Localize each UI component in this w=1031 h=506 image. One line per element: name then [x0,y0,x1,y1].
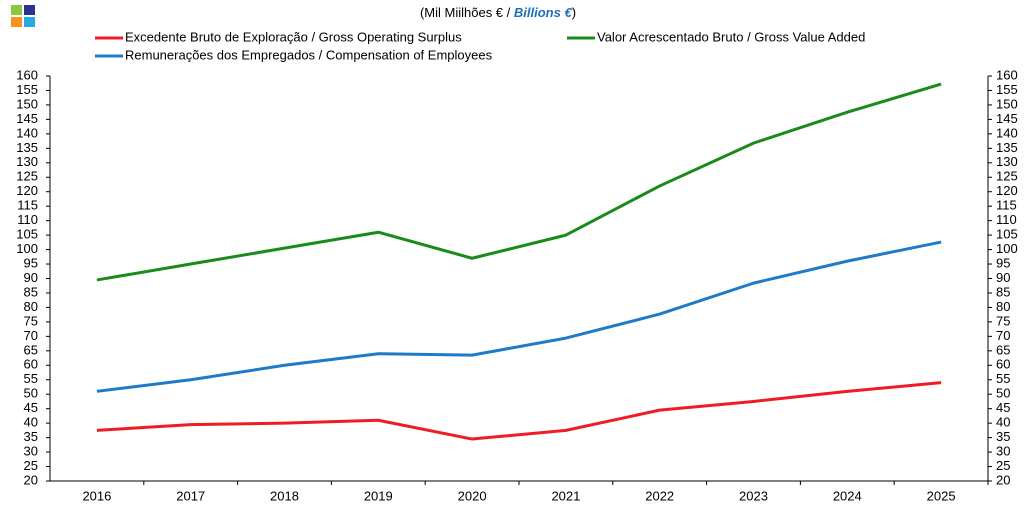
y2-tick-label: 75 [996,313,1010,328]
legend-label: Valor Acrescentado Bruto / Gross Value A… [597,29,865,44]
y2-tick-label: 40 [996,415,1010,430]
x-tick-label: 2019 [364,488,393,503]
y-tick-label: 160 [16,67,38,82]
title-end: ) [572,5,576,20]
y2-tick-label: 30 [996,444,1010,459]
y2-tick-label: 160 [996,67,1018,82]
y-tick-label: 125 [16,169,38,184]
y-tick-label: 50 [24,386,38,401]
y2-tick-label: 85 [996,284,1010,299]
y-tick-label: 90 [24,270,38,285]
y-tick-label: 85 [24,284,38,299]
chart-title: (Mil Miilhões € / Billions €) [420,5,576,20]
x-tick-label: 2024 [833,488,862,503]
y2-tick-label: 125 [996,169,1018,184]
y2-tick-label: 130 [996,154,1018,169]
y2-tick-label: 50 [996,386,1010,401]
y2-tick-label: 120 [996,183,1018,198]
y2-tick-label: 145 [996,111,1018,126]
y-tick-label: 105 [16,227,38,242]
y2-tick-label: 100 [996,241,1018,256]
y-tick-label: 155 [16,82,38,97]
series-line [96,381,942,441]
y-tick-label: 135 [16,140,38,155]
x-tick-label: 2018 [270,488,299,503]
logo [11,5,35,27]
y2-tick-label: 115 [996,198,1017,213]
y2-tick-label: 110 [996,212,1017,227]
y-tick-label: 30 [24,444,38,459]
y2-tick-label: 140 [996,125,1018,140]
y-tick-label: 140 [16,125,38,140]
y2-tick-label: 155 [996,82,1018,97]
y2-tick-label: 60 [996,357,1010,372]
y2-tick-label: 35 [996,429,1010,444]
x-tick-label: 2023 [739,488,768,503]
y2-tick-label: 25 [996,458,1010,473]
y-tick-label: 80 [24,299,38,314]
y2-tick-label: 150 [996,96,1018,111]
legend-label: Excedente Bruto de Exploração / Gross Op… [125,29,462,44]
y2-tick-label: 80 [996,299,1010,314]
y-tick-label: 100 [16,241,38,256]
series-line [96,82,942,282]
x-tick-label: 2022 [645,488,674,503]
y-tick-label: 25 [24,458,38,473]
y-tick-label: 55 [24,371,38,386]
y2-tick-label: 45 [996,400,1010,415]
y-tick-label: 150 [16,96,38,111]
y-tick-label: 145 [16,111,38,126]
y2-tick-label: 65 [996,342,1010,357]
x-tick-label: 2017 [176,488,205,503]
legend-label: Remunerações dos Empregados / Compensati… [125,47,493,62]
y-tick-label: 60 [24,357,38,372]
y-tick-label: 35 [24,429,38,444]
y-tick-label: 45 [24,400,38,415]
title-en: Billions € [514,5,573,20]
series-line [96,240,942,393]
y2-tick-label: 105 [996,227,1018,242]
x-tick-label: 2020 [458,488,487,503]
y-tick-label: 65 [24,342,38,357]
y-tick-label: 20 [24,472,38,487]
y2-tick-label: 90 [996,270,1010,285]
y2-tick-label: 70 [996,328,1010,343]
y2-tick-label: 20 [996,472,1010,487]
y-tick-label: 95 [24,255,38,270]
y-tick-label: 75 [24,313,38,328]
y2-tick-label: 55 [996,371,1010,386]
y-tick-label: 120 [16,183,38,198]
x-tick-label: 2016 [82,488,111,503]
y-tick-label: 115 [17,198,38,213]
title-pt: (Mil Miilhões € / [420,5,514,20]
y-tick-label: 40 [24,415,38,430]
x-tick-label: 2021 [551,488,580,503]
y-tick-label: 70 [24,328,38,343]
y2-tick-label: 95 [996,255,1010,270]
y-tick-label: 110 [17,212,38,227]
x-tick-label: 2025 [927,488,956,503]
y2-tick-label: 135 [996,140,1018,155]
y-tick-label: 130 [16,154,38,169]
